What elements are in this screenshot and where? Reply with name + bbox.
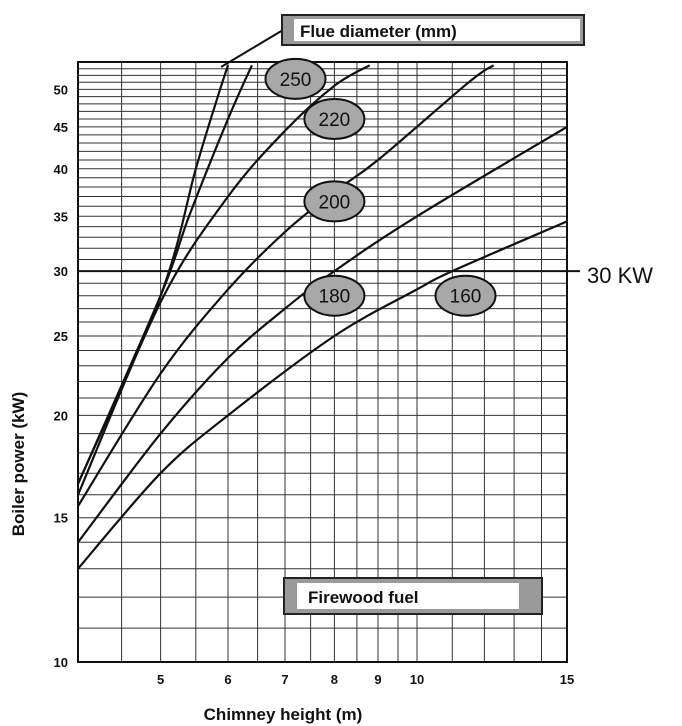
x-tick-label: 8 (331, 672, 338, 687)
diameter-bubble-label: 160 (450, 287, 482, 308)
firewood-fuel-box: Firewood fuel (283, 577, 543, 615)
flue-diameter-box: Flue diameter (mm) (220, 14, 585, 68)
diameter-bubble-250: 250 (264, 57, 327, 100)
y-tick-label: 25 (54, 329, 68, 344)
diameter-bubble-180: 180 (303, 274, 366, 317)
x-tick-label: 6 (224, 672, 231, 687)
diameter-bubble-label: 250 (280, 70, 312, 91)
diameter-bubble-200: 200 (303, 180, 366, 223)
flue-pointer-line (220, 29, 284, 68)
series-line-180 (77, 125, 568, 543)
series-line-extra-5 (76, 64, 230, 485)
series-line-160 (77, 220, 568, 570)
y-tick-label: 20 (54, 408, 68, 423)
reference-line-label: 30 KW (587, 263, 653, 288)
flue-diameter-label: Flue diameter (mm) (300, 22, 457, 41)
y-tick-label: 30 (54, 264, 68, 279)
diameter-bubble-label: 220 (319, 110, 351, 131)
series-line-200 (77, 64, 495, 507)
diameter-bubble-160: 160 (434, 274, 497, 317)
x-tick-label: 5 (157, 672, 164, 687)
y-tick-label: 50 (54, 82, 68, 97)
diameter-bubble-label: 180 (319, 287, 351, 308)
y-tick-label: 40 (54, 162, 68, 177)
diameter-bubble-220: 220 (303, 98, 366, 140)
x-tick-label: 7 (281, 672, 288, 687)
x-tick-label: 10 (410, 672, 424, 687)
diameter-bubble-label: 200 (319, 192, 351, 213)
firewood-fuel-label: Firewood fuel (308, 588, 419, 607)
x-tick-label: 9 (374, 672, 381, 687)
y-tick-label: 45 (54, 120, 68, 135)
y-axis-title: Boiler power (kW) (9, 392, 28, 537)
y-tick-label: 35 (54, 209, 68, 224)
series-line-250 (76, 64, 253, 485)
plot-frame (77, 61, 568, 663)
y-tick-label: 10 (54, 655, 68, 670)
x-axis-title: Chimney height (m) (204, 705, 363, 724)
y-tick-label: 15 (54, 511, 68, 526)
x-tick-label: 15 (560, 672, 574, 687)
